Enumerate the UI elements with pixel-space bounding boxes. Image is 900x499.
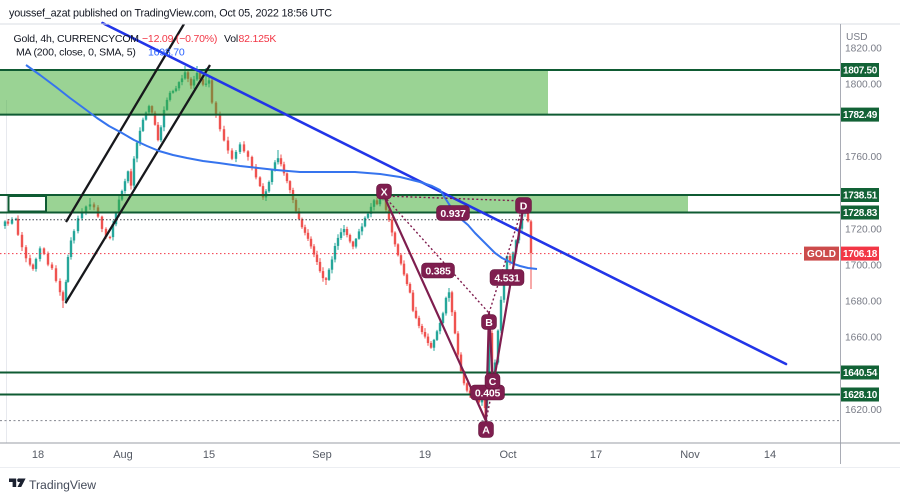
svg-text:1807.50: 1807.50 (843, 66, 878, 77)
svg-text:4.531: 4.531 (494, 272, 520, 284)
svg-text:1640.54: 1640.54 (843, 368, 878, 379)
svg-text:1628.10: 1628.10 (843, 390, 878, 401)
svg-text:Gold, 4h, CURRENCYCOM: Gold, 4h, CURRENCYCOM (14, 33, 139, 45)
svg-text:1760.00: 1760.00 (845, 152, 882, 163)
svg-text:D: D (520, 200, 528, 212)
svg-text:USD: USD (846, 32, 868, 43)
svg-text:Sep: Sep (312, 449, 332, 461)
svg-text:1738.51: 1738.51 (843, 191, 878, 202)
svg-text:youssef_azat published on Trad: youssef_azat published on TradingView.co… (9, 8, 332, 20)
svg-text:X: X (381, 186, 388, 198)
svg-text:1800.00: 1800.00 (845, 80, 882, 91)
svg-text:Aug: Aug (113, 449, 133, 461)
svg-text:Oct: Oct (499, 449, 516, 461)
svg-text:1660.00: 1660.00 (845, 333, 882, 344)
svg-text:GOLD: GOLD (807, 249, 836, 260)
svg-text:C: C (489, 376, 497, 388)
svg-text:19: 19 (419, 449, 431, 461)
svg-text:Nov: Nov (680, 449, 700, 461)
svg-text:0.405: 0.405 (475, 387, 501, 399)
svg-text:1820.00: 1820.00 (845, 44, 882, 55)
svg-text:0.937: 0.937 (440, 208, 466, 220)
svg-text:1720.00: 1720.00 (845, 224, 882, 235)
svg-text:14: 14 (764, 449, 776, 461)
svg-text:TradingView: TradingView (29, 478, 96, 492)
svg-text:1680.00: 1680.00 (845, 297, 882, 308)
svg-text:82.125K: 82.125K (239, 33, 277, 45)
svg-text:Vol: Vol (224, 33, 238, 45)
svg-text:1620.00: 1620.00 (845, 405, 882, 416)
svg-text:1700.00: 1700.00 (845, 260, 882, 271)
svg-text:15: 15 (203, 449, 215, 461)
svg-text:A: A (482, 424, 490, 436)
svg-text:B: B (485, 317, 493, 329)
svg-text:0.385: 0.385 (425, 265, 451, 277)
svg-text:18: 18 (32, 449, 44, 461)
svg-text:1728.83: 1728.83 (843, 208, 878, 219)
svg-text:17: 17 (590, 449, 602, 461)
svg-text:1698.70: 1698.70 (148, 47, 185, 59)
svg-text:−12.09 (−0.70%): −12.09 (−0.70%) (142, 33, 217, 45)
svg-text:1706.18: 1706.18 (843, 249, 878, 260)
svg-text:1782.49: 1782.49 (843, 110, 878, 121)
svg-text:MA (200, close, 0, SMA, 5): MA (200, close, 0, SMA, 5) (16, 47, 136, 59)
